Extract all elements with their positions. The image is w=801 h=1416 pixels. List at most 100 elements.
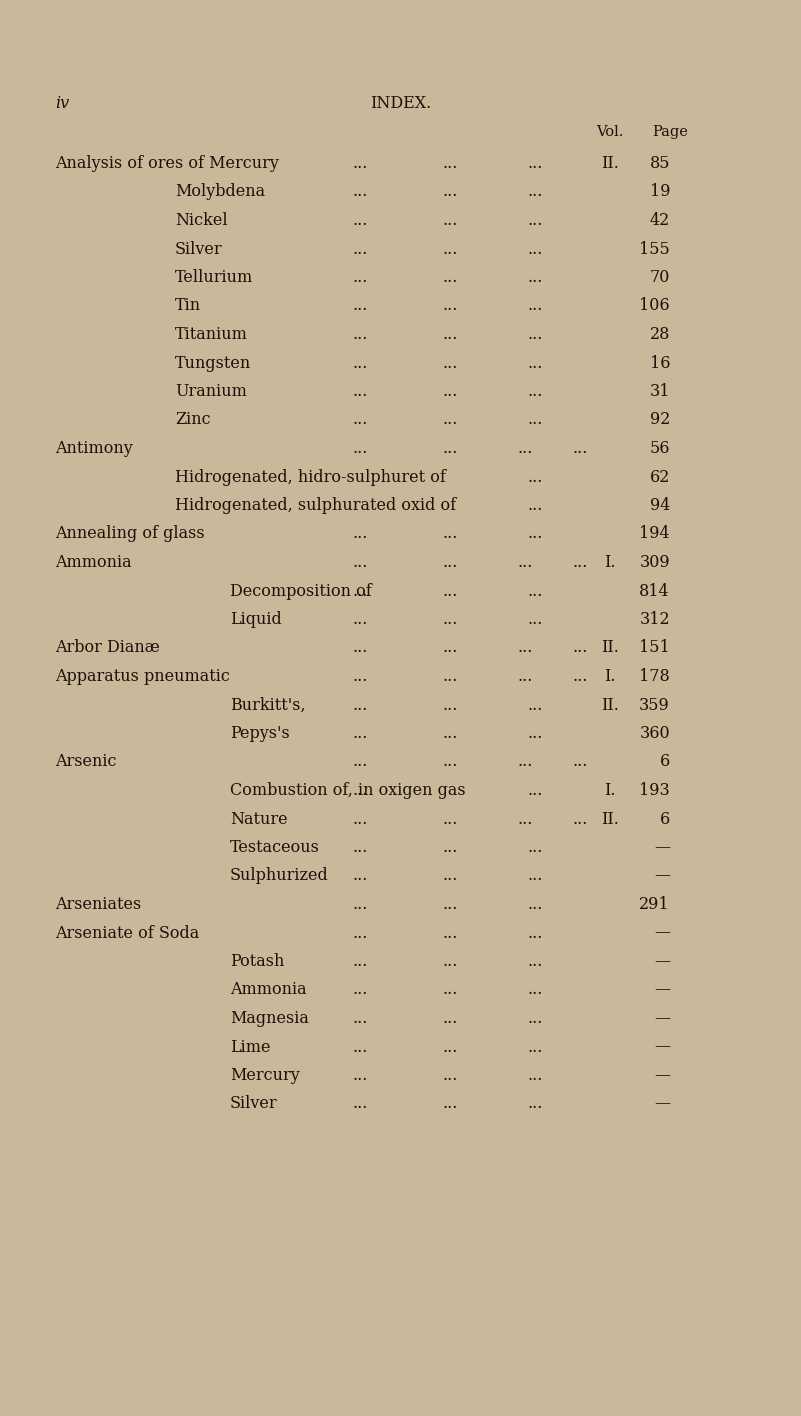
Text: Testaceous: Testaceous bbox=[230, 840, 320, 857]
Text: 28: 28 bbox=[650, 326, 670, 343]
Text: ...: ... bbox=[352, 753, 368, 770]
Text: ...: ... bbox=[442, 184, 457, 201]
Text: Ammonia: Ammonia bbox=[230, 981, 307, 998]
Text: Uranium: Uranium bbox=[175, 382, 247, 399]
Text: ...: ... bbox=[442, 382, 457, 399]
Text: ...: ... bbox=[352, 382, 368, 399]
Text: ...: ... bbox=[442, 241, 457, 258]
Text: I.: I. bbox=[604, 668, 616, 685]
Text: 106: 106 bbox=[639, 297, 670, 314]
Text: ...: ... bbox=[352, 640, 368, 657]
Text: 360: 360 bbox=[639, 725, 670, 742]
Text: Tin: Tin bbox=[175, 297, 201, 314]
Text: ...: ... bbox=[517, 640, 533, 657]
Text: II.: II. bbox=[601, 154, 619, 171]
Text: ...: ... bbox=[442, 440, 457, 457]
Text: ...: ... bbox=[527, 1068, 543, 1085]
Text: 309: 309 bbox=[639, 554, 670, 571]
Text: ...: ... bbox=[527, 354, 543, 371]
Text: Nature: Nature bbox=[230, 810, 288, 827]
Text: 155: 155 bbox=[639, 241, 670, 258]
Text: ...: ... bbox=[527, 725, 543, 742]
Text: ...: ... bbox=[442, 610, 457, 629]
Text: ...: ... bbox=[442, 981, 457, 998]
Text: Liquid: Liquid bbox=[230, 610, 282, 629]
Text: ...: ... bbox=[527, 269, 543, 286]
Text: ...: ... bbox=[527, 297, 543, 314]
Text: —: — bbox=[654, 868, 670, 885]
Text: —: — bbox=[654, 1010, 670, 1027]
Text: ...: ... bbox=[527, 925, 543, 942]
Text: ...: ... bbox=[517, 753, 533, 770]
Text: II.: II. bbox=[601, 697, 619, 714]
Text: ...: ... bbox=[527, 610, 543, 629]
Text: ...: ... bbox=[527, 868, 543, 885]
Text: ...: ... bbox=[527, 981, 543, 998]
Text: Analysis of ores of Mercury: Analysis of ores of Mercury bbox=[55, 154, 279, 171]
Text: ...: ... bbox=[352, 668, 368, 685]
Text: ...: ... bbox=[442, 753, 457, 770]
Text: Annealing of glass: Annealing of glass bbox=[55, 525, 204, 542]
Text: ...: ... bbox=[352, 554, 368, 571]
Text: ...: ... bbox=[517, 668, 533, 685]
Text: ...: ... bbox=[527, 412, 543, 429]
Text: ...: ... bbox=[527, 212, 543, 229]
Text: ...: ... bbox=[442, 868, 457, 885]
Text: 359: 359 bbox=[639, 697, 670, 714]
Text: I.: I. bbox=[604, 554, 616, 571]
Text: 56: 56 bbox=[650, 440, 670, 457]
Text: ...: ... bbox=[442, 269, 457, 286]
Text: ...: ... bbox=[352, 525, 368, 542]
Text: —: — bbox=[654, 1096, 670, 1113]
Text: 62: 62 bbox=[650, 469, 670, 486]
Text: ...: ... bbox=[352, 582, 368, 599]
Text: 814: 814 bbox=[639, 582, 670, 599]
Text: Tellurium: Tellurium bbox=[175, 269, 253, 286]
Text: ...: ... bbox=[442, 1096, 457, 1113]
Text: ...: ... bbox=[527, 840, 543, 857]
Text: ...: ... bbox=[527, 782, 543, 799]
Text: ...: ... bbox=[352, 412, 368, 429]
Text: ...: ... bbox=[442, 953, 457, 970]
Text: ...: ... bbox=[442, 668, 457, 685]
Text: ...: ... bbox=[352, 154, 368, 171]
Text: ...: ... bbox=[517, 440, 533, 457]
Text: 6: 6 bbox=[660, 810, 670, 827]
Text: ...: ... bbox=[442, 925, 457, 942]
Text: ...: ... bbox=[527, 469, 543, 486]
Text: ...: ... bbox=[352, 241, 368, 258]
Text: ...: ... bbox=[352, 782, 368, 799]
Text: ...: ... bbox=[527, 326, 543, 343]
Text: 312: 312 bbox=[639, 610, 670, 629]
Text: Nickel: Nickel bbox=[175, 212, 227, 229]
Text: Titanium: Titanium bbox=[175, 326, 248, 343]
Text: ...: ... bbox=[527, 1010, 543, 1027]
Text: Arbor Dianæ: Arbor Dianæ bbox=[55, 640, 159, 657]
Text: ...: ... bbox=[572, 440, 588, 457]
Text: Magnesia: Magnesia bbox=[230, 1010, 309, 1027]
Text: ...: ... bbox=[352, 1068, 368, 1085]
Text: ...: ... bbox=[352, 840, 368, 857]
Text: Arseniates: Arseniates bbox=[55, 896, 141, 913]
Text: 6: 6 bbox=[660, 753, 670, 770]
Text: ...: ... bbox=[442, 525, 457, 542]
Text: ...: ... bbox=[442, 1068, 457, 1085]
Text: ...: ... bbox=[527, 1038, 543, 1055]
Text: Molybdena: Molybdena bbox=[175, 184, 265, 201]
Text: ...: ... bbox=[352, 212, 368, 229]
Text: ...: ... bbox=[527, 525, 543, 542]
Text: ...: ... bbox=[527, 382, 543, 399]
Text: 291: 291 bbox=[639, 896, 670, 913]
Text: ...: ... bbox=[572, 640, 588, 657]
Text: Pepys's: Pepys's bbox=[230, 725, 290, 742]
Text: ...: ... bbox=[352, 297, 368, 314]
Text: Ammonia: Ammonia bbox=[55, 554, 131, 571]
Text: ...: ... bbox=[442, 326, 457, 343]
Text: ...: ... bbox=[442, 810, 457, 827]
Text: Page: Page bbox=[652, 125, 688, 139]
Text: ...: ... bbox=[572, 753, 588, 770]
Text: 178: 178 bbox=[639, 668, 670, 685]
Text: Zinc: Zinc bbox=[175, 412, 211, 429]
Text: ...: ... bbox=[572, 554, 588, 571]
Text: ...: ... bbox=[352, 1038, 368, 1055]
